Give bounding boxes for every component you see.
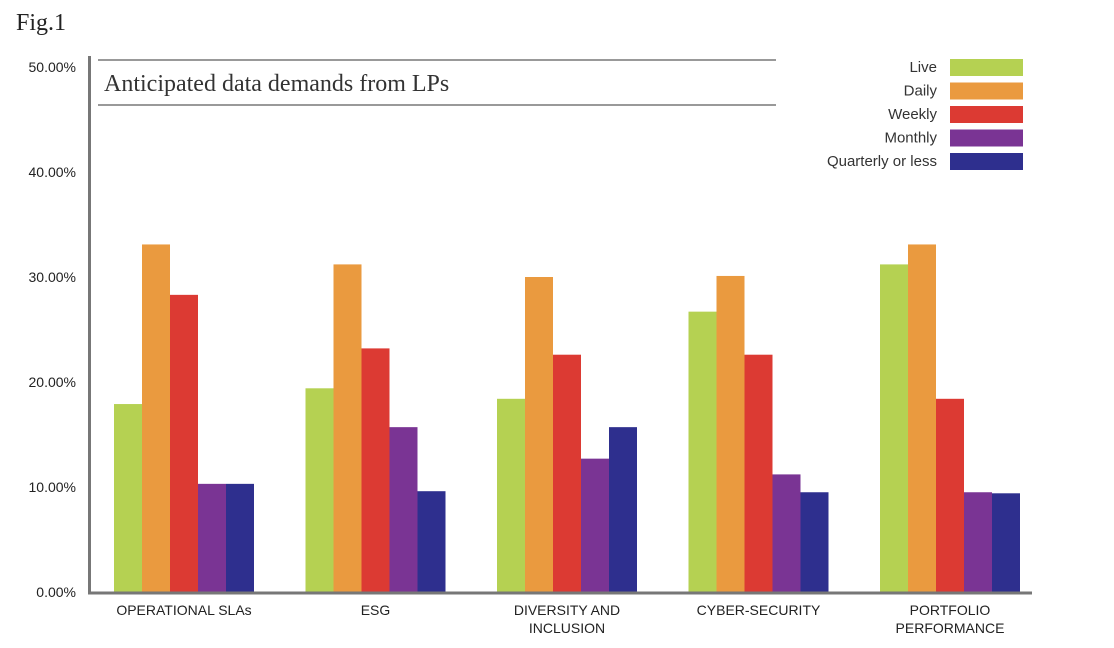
- y-tick-label: 10.00%: [29, 479, 76, 495]
- x-axis-labels: OPERATIONAL SLAs ESG DIVERSITY AND INCLUSIO…: [116, 602, 1004, 636]
- legend: Live Daily Weekly Monthly Quarterly or less: [827, 59, 1023, 170]
- bar-quarterly-or-less: [800, 492, 829, 592]
- legend-swatch: [950, 129, 1023, 147]
- bar-quarterly-or-less: [609, 427, 637, 592]
- y-axis-ticks: 0.00% 10.00% 20.00% 30.00% 40.00% 50.00%: [29, 59, 76, 600]
- legend-swatch: [950, 153, 1023, 170]
- bar-monthly: [198, 483, 226, 592]
- bar-weekly: [170, 294, 198, 592]
- legend-swatch: [950, 82, 1023, 100]
- bar-daily: [142, 244, 170, 592]
- y-tick-label: 50.00%: [29, 59, 76, 75]
- x-category-label: ESG: [361, 602, 391, 618]
- bar-weekly: [361, 348, 390, 592]
- x-category-label: PORTFOLIO: [910, 602, 991, 618]
- x-category-label: CYBER-SECURITY: [697, 602, 821, 618]
- y-tick-label: 40.00%: [29, 164, 76, 180]
- chart-title: Anticipated data demands from LPs: [104, 71, 449, 97]
- legend-label: Monthly: [884, 130, 937, 147]
- bar-weekly: [936, 398, 964, 592]
- legend-label: Weekly: [888, 106, 937, 123]
- bar-daily: [333, 264, 362, 592]
- y-tick-label: 30.00%: [29, 269, 76, 285]
- bars-group: [114, 244, 1020, 592]
- bar-live: [305, 388, 334, 592]
- y-tick-label: 20.00%: [29, 374, 76, 390]
- x-category-label: OPERATIONAL SLAs: [116, 602, 251, 618]
- legend-label: Quarterly or less: [827, 153, 937, 170]
- legend-swatch: [950, 59, 1023, 76]
- legend-label: Daily: [904, 83, 938, 100]
- x-category-label: DIVERSITY AND: [514, 602, 620, 618]
- legend-label: Live: [909, 59, 937, 76]
- axes-group: [88, 56, 1032, 595]
- bar-live: [114, 404, 142, 592]
- legend-swatch: [950, 106, 1023, 123]
- bar-quarterly-or-less: [226, 483, 254, 592]
- chart-title-group: Anticipated data demands from LPs: [98, 59, 776, 106]
- bar-quarterly-or-less: [992, 493, 1020, 592]
- y-tick-label: 0.00%: [36, 584, 76, 600]
- bar-monthly: [772, 474, 801, 592]
- bar-live: [880, 264, 908, 592]
- bar-daily: [525, 277, 553, 592]
- bar-quarterly-or-less: [417, 491, 446, 592]
- bar-monthly: [389, 427, 418, 592]
- bar-daily: [716, 275, 745, 592]
- bar-weekly: [744, 354, 773, 592]
- bar-live: [688, 311, 717, 592]
- bar-monthly: [964, 492, 992, 592]
- x-category-label: INCLUSION: [529, 620, 605, 636]
- bar-live: [497, 398, 525, 592]
- x-category-label: PERFORMANCE: [896, 620, 1005, 636]
- bar-daily: [908, 244, 936, 592]
- figure-label: Fig.1: [16, 10, 67, 36]
- bar-monthly: [581, 458, 609, 592]
- bar-weekly: [553, 354, 581, 592]
